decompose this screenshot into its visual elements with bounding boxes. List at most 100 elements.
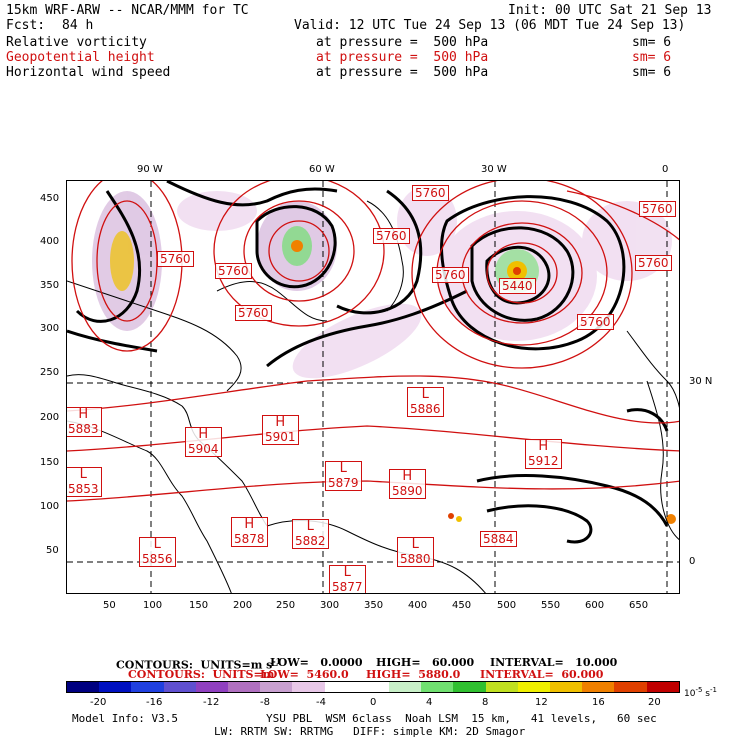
- height-low-label: L 5880: [397, 537, 434, 567]
- height-high-label: H 5904: [185, 427, 222, 457]
- height-label: 5760: [157, 251, 194, 267]
- y-tick-label: 400: [40, 236, 60, 247]
- wind-contour-high: HIGH= 60.000: [376, 656, 475, 669]
- height-contour-interval: INTERVAL= 60.000: [480, 668, 604, 681]
- wind-contours: [67, 181, 669, 544]
- field-smoothing-wind: sm= 6: [632, 65, 672, 80]
- colorbar-swatch: [324, 682, 357, 692]
- x-tick-label: 450: [452, 600, 472, 611]
- height-low-label: L 5886: [407, 387, 444, 417]
- height-high-label: H 5912: [525, 439, 562, 469]
- y-tick-label: 200: [40, 412, 60, 423]
- y-tick-label: 250: [40, 367, 60, 378]
- field-smoothing-geopotential: sm= 6: [632, 50, 672, 65]
- height-high-label: H 5878: [231, 517, 268, 547]
- colorbar-tick: -20: [90, 697, 107, 708]
- model-title: 15km WRF-ARW -- NCAR/MMM for TC: [6, 3, 249, 18]
- y-tick-label: 50: [46, 545, 59, 556]
- x-tick-label: 100: [143, 600, 163, 611]
- height-label: 5760: [577, 314, 614, 330]
- colorbar-swatch: [292, 682, 325, 692]
- lon-label-60w: 60 W: [309, 164, 335, 175]
- colorbar-swatch: [67, 682, 100, 692]
- height-label: 5884: [480, 531, 517, 547]
- height-label: 5760: [373, 228, 410, 244]
- height-contours: [67, 181, 679, 502]
- height-low-label: L 5879: [325, 461, 362, 491]
- x-tick-label: 150: [189, 600, 209, 611]
- colorbar-swatch: [99, 682, 132, 692]
- height-contour-info: CONTOURS: UNITS=m: [128, 668, 275, 681]
- colorbar-units: 10-5 s-1: [684, 686, 717, 699]
- colorbar-tick: -4: [316, 697, 326, 708]
- x-tick-label: 400: [408, 600, 428, 611]
- height-high-label: H 5901: [262, 415, 299, 445]
- colorbar-swatch: [550, 682, 583, 692]
- field-name-geopotential: Geopotential height: [6, 50, 155, 65]
- x-tick-label: 300: [320, 600, 340, 611]
- lon-label-30w: 30 W: [481, 164, 507, 175]
- height-low-label: L 5856: [139, 537, 176, 567]
- colorbar-tick: 8: [482, 697, 489, 708]
- colorbar-swatch: [356, 682, 390, 692]
- field-name-wind: Horizontal wind speed: [6, 65, 171, 80]
- colorbar-tick: 12: [535, 697, 548, 708]
- height-label: 5440: [499, 278, 536, 294]
- colorbar-swatch: [163, 682, 196, 692]
- physics-info-line1: YSU PBL WSM 6class Noah LSM 15 km, 41 le…: [266, 712, 657, 725]
- field-level-geopotential: at pressure = 500 hPa: [316, 50, 489, 65]
- colorbar-swatch: [421, 682, 454, 692]
- map-canvas: [67, 181, 679, 593]
- lat-label-30n: 30 N: [689, 376, 713, 387]
- colorbar-swatch: [195, 682, 229, 692]
- vorticity-colorbar: [66, 681, 680, 693]
- forecast-label: Fcst:: [6, 18, 46, 33]
- wind-contour-info: CONTOURS: UNITS=m s-1: [116, 656, 282, 672]
- colorbar-swatch: [260, 682, 293, 692]
- model-info: Model Info: V3.5: [72, 712, 178, 725]
- height-label: 5760: [432, 267, 469, 283]
- lon-label-0: 0: [662, 164, 669, 175]
- x-tick-label: 550: [541, 600, 561, 611]
- y-tick-label: 300: [40, 323, 60, 334]
- height-contour-high: HIGH= 5880.0: [366, 668, 461, 681]
- x-tick-label: 200: [233, 600, 253, 611]
- colorbar-tick: -16: [146, 697, 163, 708]
- field-smoothing-vorticity: sm= 6: [632, 35, 672, 50]
- height-label: 5760: [235, 305, 272, 321]
- wind-contour-low: LOW= 0.0000: [270, 656, 363, 669]
- height-label: 5760: [412, 185, 449, 201]
- colorbar-swatch: [517, 682, 551, 692]
- map-plot: 5760 5760 5760 5760 5760 5760 5760 5760 …: [66, 180, 680, 594]
- y-tick-label: 350: [40, 280, 60, 291]
- colorbar-tick: 4: [426, 697, 433, 708]
- x-tick-label: 500: [497, 600, 517, 611]
- y-tick-label: 150: [40, 457, 60, 468]
- colorbar-tick: -12: [203, 697, 220, 708]
- y-tick-label: 100: [40, 501, 60, 512]
- lat-label-0: 0: [689, 556, 696, 567]
- colorbar-swatch: [485, 682, 518, 692]
- field-level-wind: at pressure = 500 hPa: [316, 65, 489, 80]
- height-low-label: L 5853: [67, 467, 102, 497]
- height-label: 5760: [215, 263, 252, 279]
- height-low-label: L 5877: [329, 565, 366, 593]
- x-tick-label: 650: [629, 600, 649, 611]
- colorbar-swatch: [582, 682, 615, 692]
- colorbar-swatch: [131, 682, 164, 692]
- height-label: 5760: [635, 255, 672, 271]
- lon-label-90w: 90 W: [137, 164, 163, 175]
- colorbar-swatch: [228, 682, 261, 692]
- colorbar-tick: 20: [648, 697, 661, 708]
- forecast-hour: 84 h: [62, 18, 94, 33]
- x-tick-label: 350: [364, 600, 384, 611]
- height-contour-low: LOW= 5460.0: [260, 668, 349, 681]
- field-name-vorticity: Relative vorticity: [6, 35, 147, 50]
- colorbar-swatch: [614, 682, 647, 692]
- colorbar-swatch: [453, 682, 486, 692]
- x-tick-label: 250: [276, 600, 296, 611]
- field-level-vorticity: at pressure = 500 hPa: [316, 35, 489, 50]
- height-label: 5760: [639, 201, 676, 217]
- height-low-label: L 5882: [292, 519, 329, 549]
- height-high-label: H 5890: [389, 469, 426, 499]
